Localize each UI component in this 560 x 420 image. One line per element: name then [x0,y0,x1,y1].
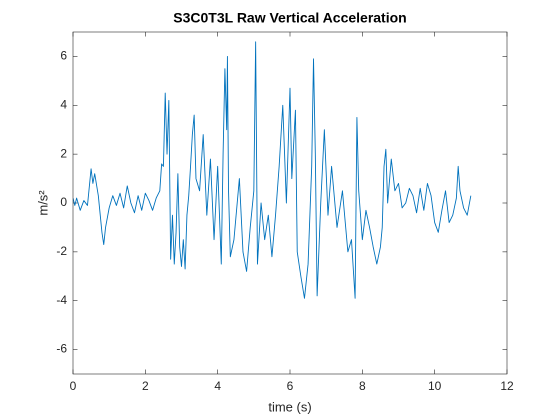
y-tick-label: 4 [60,97,67,111]
x-tick-label: 10 [428,379,442,393]
x-tick-label: 0 [70,379,77,393]
axes-box [72,31,508,375]
x-tick-label: 12 [500,379,514,393]
x-axis-label: time (s) [268,399,311,414]
y-tick-label: 0 [60,195,67,209]
data-line [73,41,472,299]
x-tick-label: 2 [142,379,149,393]
y-tick-label: -6 [56,342,67,356]
y-tick-label: 2 [60,146,67,160]
y-tick-label: -2 [56,244,67,258]
plot-lines [73,41,472,299]
y-axis-label: m/s² [35,190,50,216]
chart-title: S3C0T3L Raw Vertical Acceleration [173,10,406,26]
y-tick-label: 6 [60,49,67,63]
x-tick-label: 4 [214,379,221,393]
x-tick-label: 8 [359,379,366,393]
y-tick-label: -4 [56,293,67,307]
x-tick-label: 6 [287,379,294,393]
plot-area [73,32,507,374]
